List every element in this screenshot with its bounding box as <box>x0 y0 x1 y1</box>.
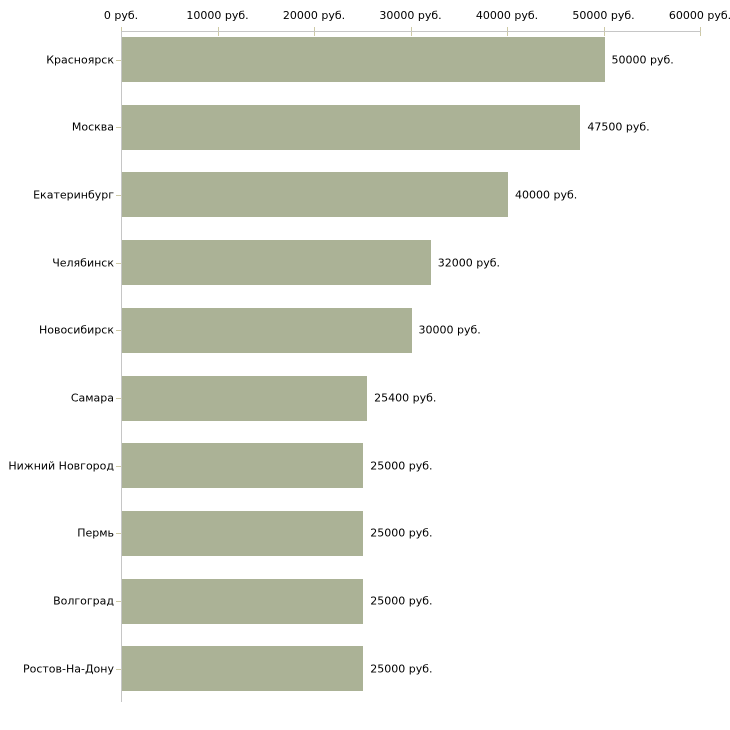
bar-6 <box>122 375 368 421</box>
bar-3 <box>122 172 508 218</box>
category-label: Самара <box>70 391 114 405</box>
category-label: Волгоград <box>53 594 114 608</box>
value-label: 25000 руб. <box>370 662 433 676</box>
category-tick-mark <box>116 533 121 534</box>
category-label: Ростов-На-Дону <box>22 662 114 676</box>
x-axis-tick-label: 20000 руб. <box>282 9 346 22</box>
value-label: 50000 руб. <box>611 53 674 66</box>
bar-10 <box>122 646 364 692</box>
value-label: 32000 руб. <box>437 256 501 270</box>
category-tick-mark <box>116 398 121 399</box>
value-label: 40000 руб. <box>515 188 578 202</box>
bar-8 <box>122 510 364 556</box>
category-label: Новосибирск <box>38 323 114 337</box>
bar-5 <box>122 307 412 353</box>
category-label: Нижний Новгород <box>8 459 114 473</box>
category-label: Москва <box>71 120 114 134</box>
category-tick-mark <box>116 330 121 331</box>
x-axis-tick-label: 0 руб. <box>103 9 139 22</box>
bar-2 <box>122 104 581 150</box>
category-label: Красноярск <box>46 53 114 66</box>
x-axis-tick-label: 50000 руб. <box>572 9 635 22</box>
bar-7 <box>122 443 364 489</box>
x-axis-tick-label: 60000 руб. <box>668 9 730 22</box>
category-tick-mark <box>116 601 121 602</box>
x-axis-tick-label: 40000 руб. <box>475 9 539 22</box>
value-label: 25000 руб. <box>370 526 433 540</box>
value-label: 30000 руб. <box>418 323 481 337</box>
bar-4 <box>122 240 431 286</box>
category-label: Пермь <box>77 526 114 540</box>
y-axis-line <box>121 31 122 702</box>
category-tick-mark <box>116 127 121 128</box>
x-axis-line <box>121 31 701 32</box>
category-tick-mark <box>116 60 121 61</box>
category-label: Екатеринбург <box>33 188 114 202</box>
value-label: 25400 руб. <box>374 391 437 405</box>
value-label: 25000 руб. <box>370 594 433 608</box>
x-axis-tick-label: 30000 руб. <box>379 9 442 22</box>
category-tick-mark <box>116 669 121 670</box>
x-axis-tick-label: 10000 руб. <box>186 9 249 22</box>
category-tick-mark <box>116 195 121 196</box>
category-tick-mark <box>116 263 121 264</box>
bar-1 <box>122 37 605 82</box>
category-label: Челябинск <box>52 256 114 270</box>
value-label: 47500 руб. <box>587 120 650 134</box>
category-tick-mark <box>116 466 121 467</box>
value-label: 25000 руб. <box>370 459 433 473</box>
bar-9 <box>122 578 364 624</box>
